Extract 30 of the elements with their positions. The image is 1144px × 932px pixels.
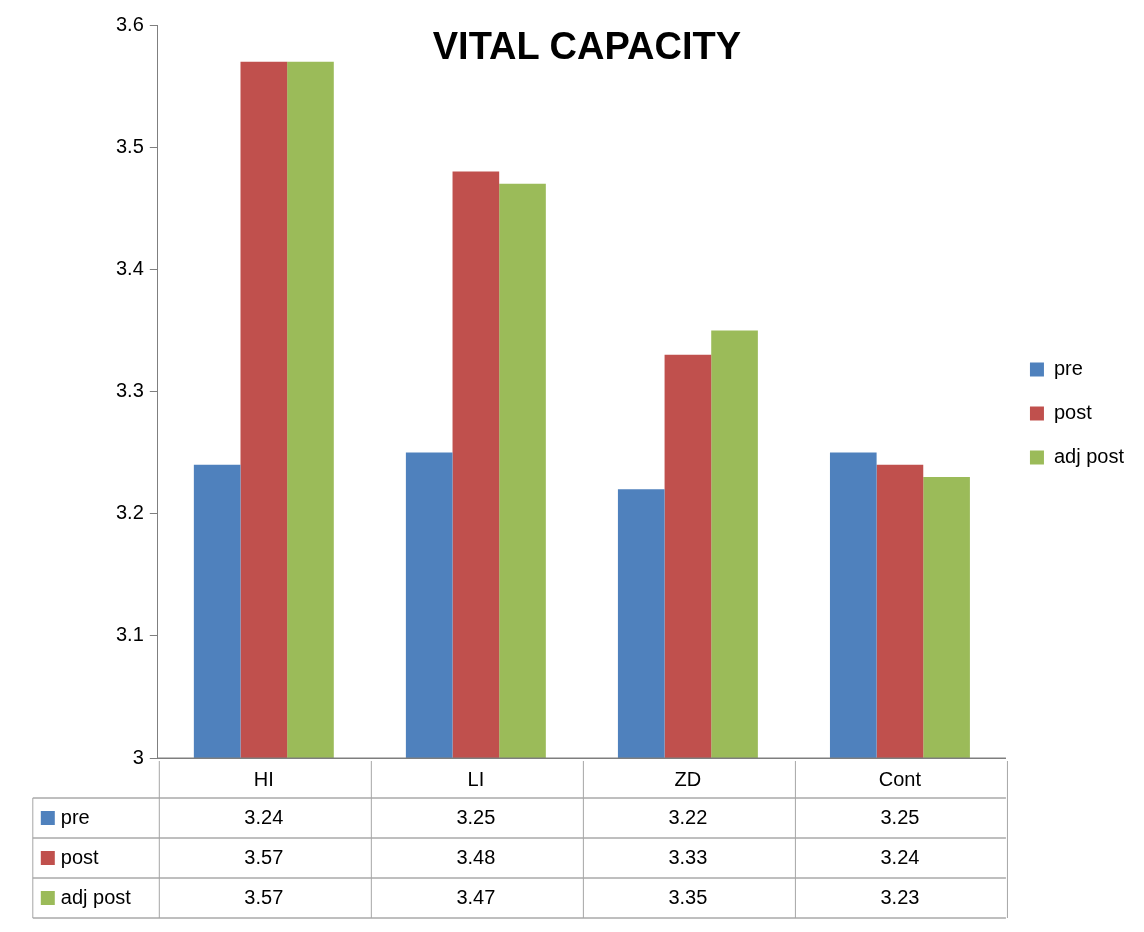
chart-title: VITAL CAPACITY: [432, 25, 741, 68]
data-label: 3.47: [456, 885, 496, 908]
legend-label: post: [1053, 401, 1093, 424]
y-tick-label: 3.6: [115, 12, 144, 35]
data-label: 3.48: [456, 845, 496, 868]
text: pre: [1053, 357, 1083, 380]
data-label: 3.33: [668, 845, 708, 868]
x-tick-label: LI: [467, 767, 485, 790]
legend-label: pre: [60, 805, 90, 828]
data-label: 3.23: [880, 885, 920, 908]
data-label: 3.25: [456, 805, 496, 828]
text: post: [60, 845, 99, 868]
x-tick-label: Cont: [878, 767, 922, 790]
data-label: 3.24: [244, 805, 284, 828]
data-label: 3.25: [880, 805, 920, 828]
text: adj post: [60, 885, 131, 908]
x-tick-label: ZD: [674, 767, 702, 790]
y-tick-label: 3.1: [115, 623, 144, 646]
data-label: 3.24: [880, 845, 920, 868]
x-tick-label: HI: [253, 767, 274, 790]
data-label: 3.57: [244, 845, 284, 868]
y-tick-label: 3: [132, 745, 144, 768]
y-tick-label: 3.4: [115, 256, 144, 279]
y-tick-label: 3.2: [115, 501, 144, 524]
data-label: 3.22: [668, 805, 708, 828]
y-tick-label: 3.3: [115, 379, 144, 402]
legend-label: adj post: [1053, 445, 1125, 468]
data-label: 3.35: [668, 885, 708, 908]
y-tick-label: 3.5: [115, 134, 144, 157]
data-label: 3.57: [244, 885, 284, 908]
